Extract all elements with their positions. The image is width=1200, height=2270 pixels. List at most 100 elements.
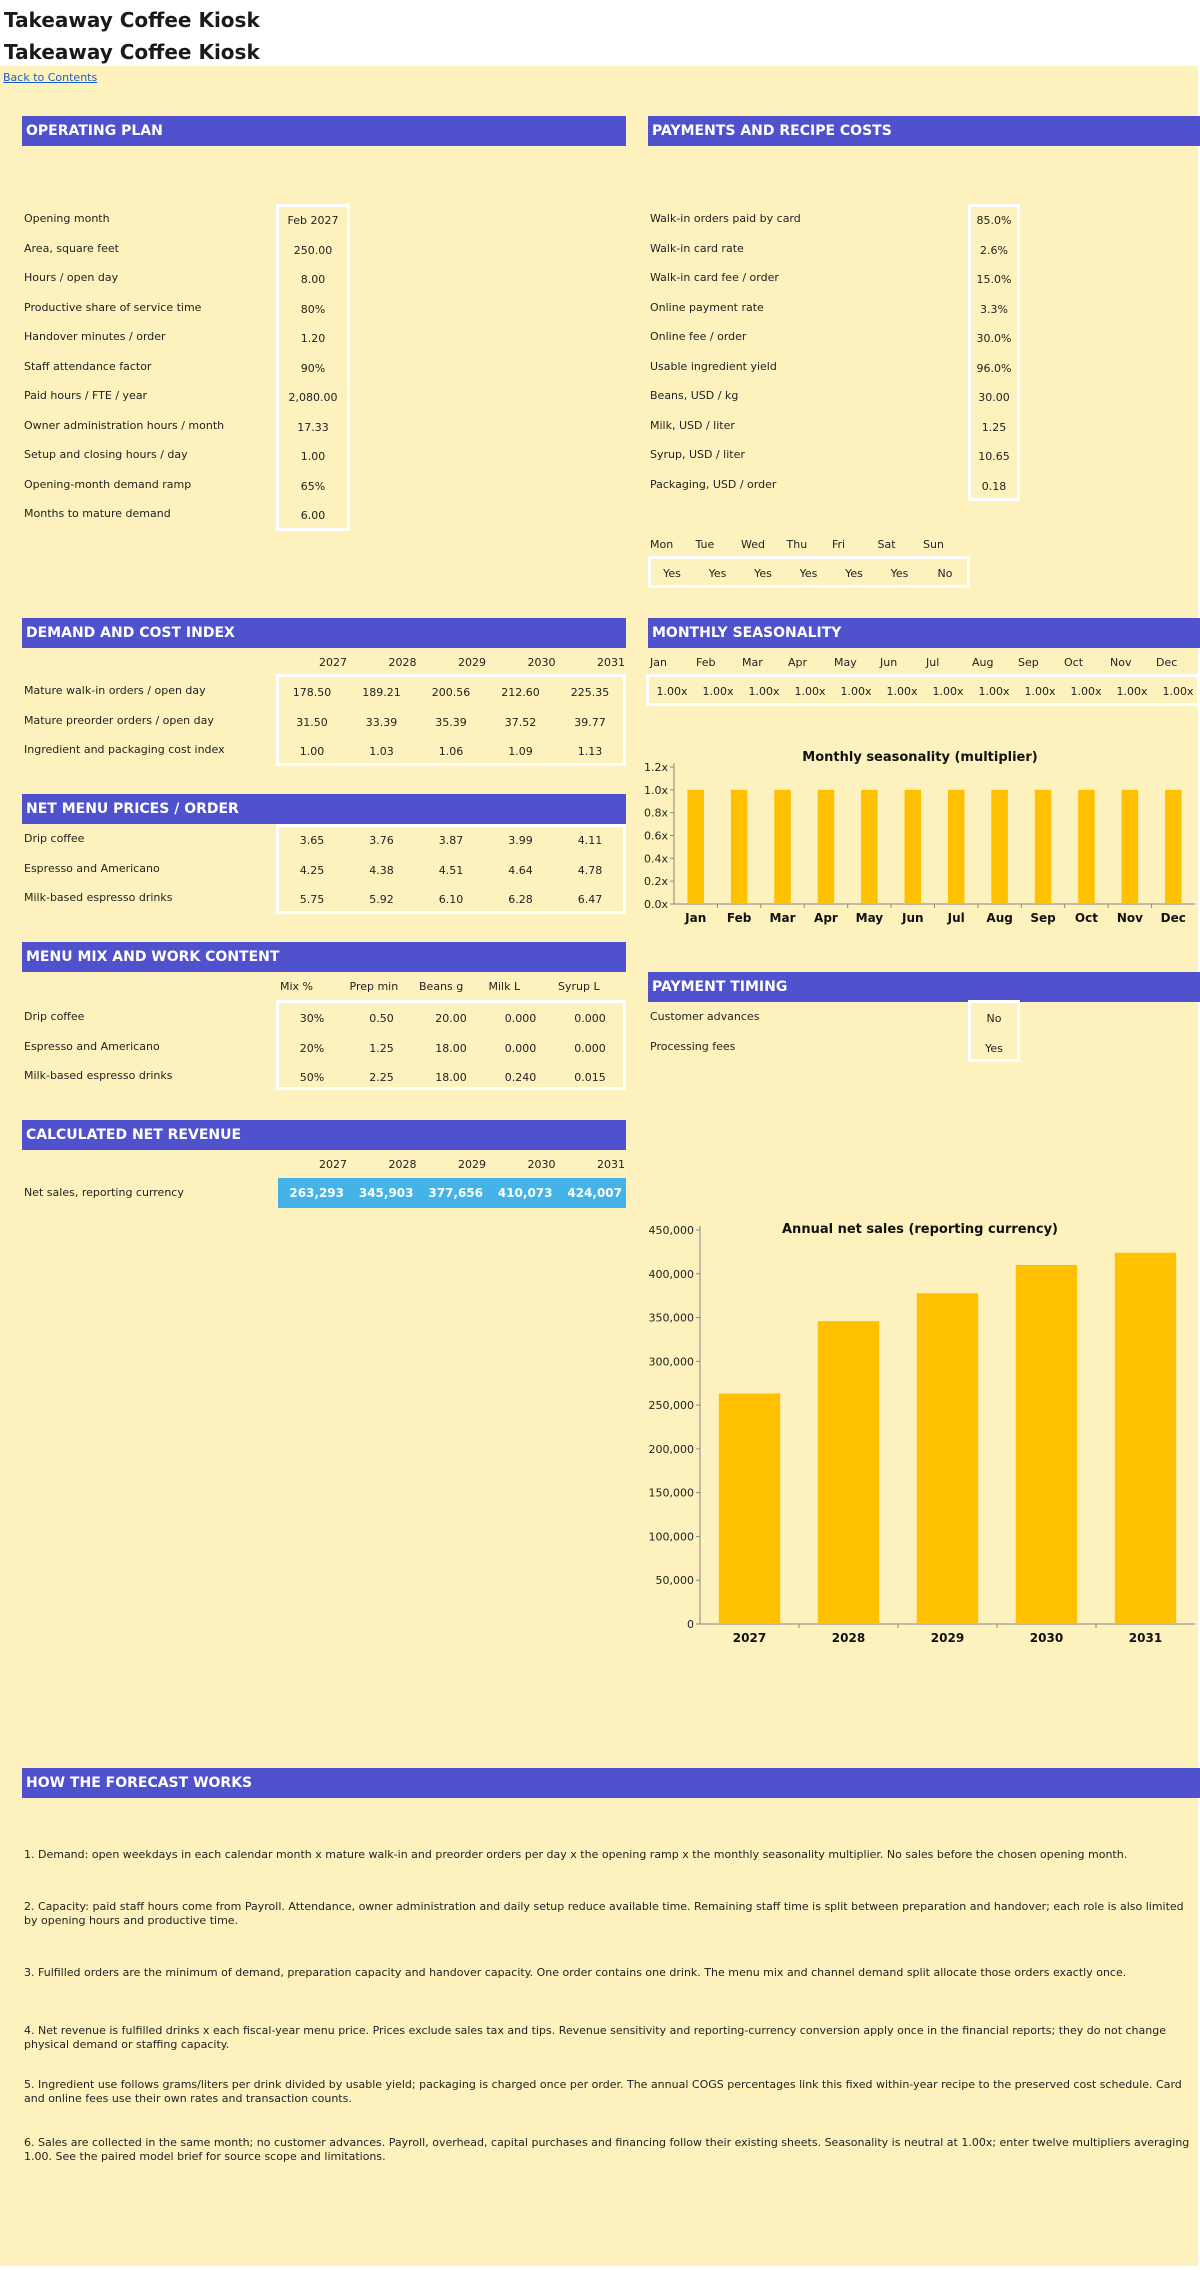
chart-bar <box>861 789 878 904</box>
menu-mix-input[interactable]: 1.25 <box>369 1041 394 1055</box>
operating-plan-input[interactable]: 90% <box>300 361 326 375</box>
menu-price-input[interactable]: 5.92 <box>369 893 394 906</box>
payment-timing-input[interactable]: Yes <box>985 1041 1003 1055</box>
back-to-contents-link[interactable]: Back to Contents <box>3 71 98 84</box>
operating-plan-input[interactable]: 6.00 <box>300 509 326 522</box>
season-multiplier-input[interactable]: 1.00x <box>886 685 918 698</box>
season-multiplier-input[interactable]: 1.00x <box>1024 685 1056 698</box>
demand-input[interactable]: 189.21 <box>362 686 401 699</box>
menu-mix-input[interactable]: 18.00 <box>435 1071 467 1084</box>
weekday-open-input[interactable]: Yes <box>890 567 909 580</box>
demand-input[interactable]: 200.56 <box>431 686 471 699</box>
menu-mix-input[interactable]: 0.240 <box>504 1071 537 1084</box>
payments-input[interactable]: 1.25 <box>981 420 1007 434</box>
demand-input[interactable]: 1.06 <box>438 745 464 758</box>
payments-input[interactable]: 30.0% <box>976 332 1012 345</box>
payments-input-box <box>968 204 1020 501</box>
season-multiplier-input[interactable]: 1.00x <box>702 685 734 698</box>
menu-mix-input[interactable]: 30% <box>299 1012 325 1025</box>
payment-timing-input[interactable]: No <box>986 1012 1002 1025</box>
menu-mix-input[interactable]: 0.015 <box>574 1071 606 1084</box>
menu-mix-input[interactable]: 2.25 <box>369 1071 394 1084</box>
season-multiplier-input[interactable]: 1.00x <box>978 685 1010 698</box>
demand-input[interactable]: 35.39 <box>435 715 467 729</box>
operating-plan-input[interactable]: 1.20 <box>300 332 326 345</box>
demand-input[interactable]: 1.00 <box>299 745 325 758</box>
menu-price-input[interactable]: 6.47 <box>577 893 603 906</box>
demand-input[interactable]: 37.52 <box>504 715 537 729</box>
season-multiplier-input[interactable]: 1.00x <box>748 685 780 698</box>
menu-mix-column-header: Milk L <box>488 980 521 993</box>
weekday-open-input[interactable]: Yes <box>708 567 727 580</box>
menu-price-input[interactable]: 3.99 <box>508 834 533 847</box>
menu-price-input[interactable]: 4.78 <box>577 863 603 877</box>
net-sales-row <box>278 1178 626 1208</box>
demand-input[interactable]: 31.50 <box>296 715 328 729</box>
menu-price-input[interactable]: 4.51 <box>438 863 464 877</box>
menu-price-input[interactable]: 5.75 <box>299 893 325 906</box>
operating-plan-input[interactable]: 65% <box>300 479 326 493</box>
season-multiplier-input[interactable]: 1.00x <box>840 685 872 698</box>
operating-plan-input[interactable]: 17.33 <box>297 420 329 434</box>
operating-plan-input[interactable]: 1.00 <box>300 450 326 463</box>
menu-mix-input[interactable]: 0.000 <box>504 1041 537 1055</box>
operating-plan-input[interactable]: 80% <box>300 302 326 316</box>
menu-mix-input[interactable]: 18.00 <box>435 1041 467 1055</box>
payments-input[interactable]: 85.0% <box>976 214 1012 227</box>
demand-input[interactable]: 39.77 <box>574 715 606 729</box>
demand-input[interactable]: 212.60 <box>501 686 540 699</box>
payments-label: Syrup, USD / liter <box>650 448 745 461</box>
season-multiplier-input[interactable]: 1.00x <box>794 685 826 698</box>
weekday-open-input[interactable]: No <box>937 567 953 580</box>
menu-price-input[interactable]: 6.28 <box>508 893 533 906</box>
worksheet-area <box>0 66 1198 2266</box>
menu-mix-input[interactable]: 0.000 <box>574 1012 606 1025</box>
menu-price-input[interactable]: 4.11 <box>577 834 603 847</box>
menu-price-input[interactable]: 4.25 <box>299 863 325 877</box>
season-multiplier-input[interactable]: 1.00x <box>656 685 688 698</box>
menu-price-input[interactable]: 3.87 <box>438 834 464 847</box>
menu-mix-input[interactable]: 0.50 <box>369 1012 394 1025</box>
season-multiplier-input[interactable]: 1.00x <box>1162 685 1194 698</box>
menu-price-input[interactable]: 3.76 <box>369 834 394 847</box>
menu-price-label: Espresso and Americano <box>24 861 160 875</box>
demand-input[interactable]: 33.39 <box>365 715 398 729</box>
demand-input[interactable]: 1.13 <box>577 745 603 758</box>
menu-mix-input[interactable]: 50% <box>299 1071 325 1084</box>
page-title: Takeaway Coffee Kiosk <box>4 8 260 32</box>
weekday-open-input[interactable]: Yes <box>663 567 681 580</box>
menu-price-input[interactable]: 4.64 <box>508 863 533 877</box>
weekday-open-input[interactable]: Yes <box>845 567 863 580</box>
season-multiplier-input[interactable]: 1.00x <box>1070 685 1102 698</box>
menu-mix-input[interactable]: 20% <box>299 1041 325 1055</box>
menu-price-input[interactable]: 6.10 <box>438 893 464 906</box>
payments-input[interactable]: 2.6% <box>980 243 1008 257</box>
operating-plan-input[interactable]: 8.00 <box>300 273 326 286</box>
menu-mix-input[interactable]: 20.00 <box>435 1012 467 1025</box>
payments-input[interactable]: 15.0% <box>976 273 1012 286</box>
menu-price-input[interactable]: 4.38 <box>369 863 394 877</box>
chart-bar <box>718 1393 781 1624</box>
weekday-open-input[interactable]: Yes <box>799 567 818 580</box>
menu-mix-input[interactable]: 0.000 <box>504 1012 537 1025</box>
payments-input[interactable]: 30.00 <box>978 391 1010 404</box>
weekday-open-input[interactable]: Yes <box>754 567 772 580</box>
demand-input[interactable]: 178.50 <box>292 686 332 699</box>
weekday-header: Wed <box>741 538 765 551</box>
demand-input[interactable]: 1.09 <box>508 745 533 758</box>
demand-input[interactable]: 225.35 <box>570 686 610 699</box>
payments-input[interactable]: 96.0% <box>976 361 1012 375</box>
operating-plan-input[interactable]: 250.00 <box>293 243 333 257</box>
chart-bar <box>947 789 965 904</box>
season-multiplier-input[interactable]: 1.00x <box>1116 685 1148 698</box>
payments-input[interactable]: 3.3% <box>980 302 1008 316</box>
operating-plan-header: OPERATING PLAN <box>22 116 626 146</box>
season-multiplier-input[interactable]: 1.00x <box>932 685 964 698</box>
payments-input[interactable]: 0.18 <box>981 479 1007 493</box>
payments-input[interactable]: 10.65 <box>978 450 1010 463</box>
operating-plan-input[interactable]: Feb 2027 <box>287 214 339 227</box>
operating-plan-input[interactable]: 2,080.00 <box>288 391 338 404</box>
menu-price-input[interactable]: 3.65 <box>299 834 325 847</box>
menu-mix-input[interactable]: 0.000 <box>574 1041 606 1055</box>
demand-input[interactable]: 1.03 <box>369 745 394 758</box>
